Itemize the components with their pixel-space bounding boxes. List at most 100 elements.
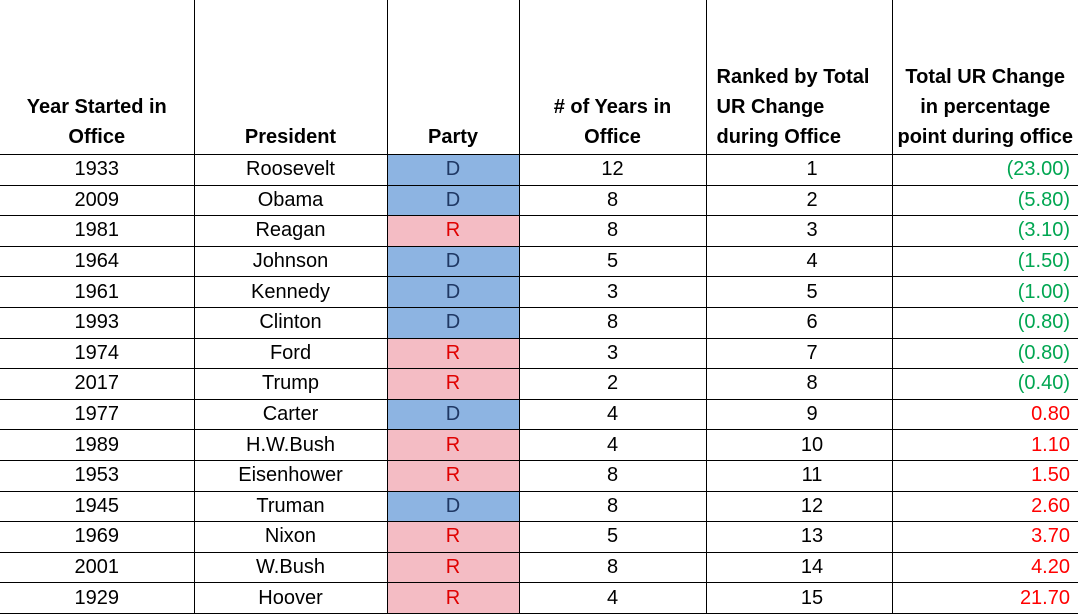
cell-rank: 7: [705, 337, 893, 370]
cell-president: Obama: [193, 184, 388, 217]
cell-years: 8: [518, 459, 707, 492]
cell-rank: 1: [705, 154, 893, 186]
cell-year: 1964: [0, 245, 195, 278]
header-party: Party: [386, 0, 520, 155]
cell-years: 8: [518, 215, 707, 247]
cell-years: 3: [518, 276, 707, 308]
cell-rank: 5: [705, 276, 893, 308]
cell-rank: 4: [705, 245, 893, 278]
cell-ur-change: (0.80): [891, 306, 1078, 339]
cell-year: 1989: [0, 429, 195, 461]
cell-president: Reagan: [193, 215, 388, 247]
cell-ur-change: (3.10): [891, 215, 1078, 247]
cell-president: Nixon: [193, 521, 388, 553]
cell-president: Clinton: [193, 306, 388, 339]
cell-rank: 9: [705, 398, 893, 431]
cell-ur-change: 1.10: [891, 429, 1078, 461]
table-row: 2001 W.Bush R 8 14 4.20: [0, 551, 1078, 584]
table-row: 1933 Roosevelt D 12 1 (23.00): [0, 154, 1078, 186]
cell-rank: 13: [705, 521, 893, 553]
cell-party: D: [386, 306, 520, 339]
cell-years: 3: [518, 337, 707, 370]
cell-rank: 6: [705, 306, 893, 339]
cell-year: 1977: [0, 398, 195, 431]
header-year: Year Started in Office: [0, 0, 195, 155]
cell-years: 12: [518, 154, 707, 186]
table-row: 1929 Hoover R 4 15 21.70: [0, 582, 1078, 614]
cell-years: 4: [518, 398, 707, 431]
cell-party: D: [386, 398, 520, 431]
cell-party: D: [386, 184, 520, 217]
cell-years: 4: [518, 429, 707, 461]
table-row: 1974 Ford R 3 7 (0.80): [0, 337, 1078, 370]
header-years: # of Years in Office: [518, 0, 707, 155]
cell-ur-change: 4.20: [891, 551, 1078, 584]
table-row: 1945 Truman D 8 12 2.60: [0, 490, 1078, 523]
cell-party: R: [386, 429, 520, 461]
cell-president: Ford: [193, 337, 388, 370]
table-body: 1933 Roosevelt D 12 1 (23.00) 2009 Obama D 8 2 (5.8…: [0, 154, 1078, 614]
cell-rank: 12: [705, 490, 893, 523]
cell-year: 2017: [0, 368, 195, 400]
cell-years: 8: [518, 306, 707, 339]
cell-party: R: [386, 215, 520, 247]
cell-year: 1969: [0, 521, 195, 553]
cell-ur-change: (0.40): [891, 368, 1078, 400]
cell-years: 5: [518, 521, 707, 553]
cell-party: R: [386, 551, 520, 584]
cell-party: R: [386, 521, 520, 553]
cell-party: D: [386, 276, 520, 308]
cell-rank: 11: [705, 459, 893, 492]
cell-year: 1933: [0, 154, 195, 186]
cell-president: Kennedy: [193, 276, 388, 308]
cell-years: 4: [518, 582, 707, 614]
cell-year: 2001: [0, 551, 195, 584]
cell-years: 8: [518, 490, 707, 523]
cell-president: Hoover: [193, 582, 388, 614]
cell-rank: 15: [705, 582, 893, 614]
table-row: 1961 Kennedy D 3 5 (1.00): [0, 276, 1078, 308]
cell-party: R: [386, 582, 520, 614]
cell-ur-change: (1.50): [891, 245, 1078, 278]
table-row: 1964 Johnson D 5 4 (1.50): [0, 245, 1078, 278]
cell-years: 8: [518, 551, 707, 584]
cell-president: Roosevelt: [193, 154, 388, 186]
cell-party: R: [386, 337, 520, 370]
cell-years: 2: [518, 368, 707, 400]
cell-party: R: [386, 459, 520, 492]
cell-rank: 14: [705, 551, 893, 584]
cell-year: 1974: [0, 337, 195, 370]
cell-ur-change: 2.60: [891, 490, 1078, 523]
cell-ur-change: (0.80): [891, 337, 1078, 370]
cell-ur-change: (5.80): [891, 184, 1078, 217]
cell-party: D: [386, 154, 520, 186]
cell-year: 1993: [0, 306, 195, 339]
cell-ur-change: 0.80: [891, 398, 1078, 431]
cell-party: R: [386, 368, 520, 400]
cell-ur-change: (1.00): [891, 276, 1078, 308]
table-row: 1989 H.W.Bush R 4 10 1.10: [0, 429, 1078, 461]
header-row: Year Started in Office President Party #…: [0, 0, 1078, 155]
cell-president: Johnson: [193, 245, 388, 278]
cell-president: Carter: [193, 398, 388, 431]
cell-ur-change: (23.00): [891, 154, 1078, 186]
table-row: 1981 Reagan R 8 3 (3.10): [0, 215, 1078, 247]
table-row: 1993 Clinton D 8 6 (0.80): [0, 306, 1078, 339]
table-row: 2009 Obama D 8 2 (5.80): [0, 184, 1078, 217]
table-row: 1977 Carter D 4 9 0.80: [0, 398, 1078, 431]
cell-ur-change: 1.50: [891, 459, 1078, 492]
table-row: 1953 Eisenhower R 8 11 1.50: [0, 459, 1078, 492]
cell-party: D: [386, 490, 520, 523]
header-president: President: [193, 0, 388, 155]
cell-year: 1981: [0, 215, 195, 247]
cell-rank: 8: [705, 368, 893, 400]
cell-party: D: [386, 245, 520, 278]
cell-president: Trump: [193, 368, 388, 400]
table-row: 2017 Trump R 2 8 (0.40): [0, 368, 1078, 400]
cell-rank: 2: [705, 184, 893, 217]
cell-year: 1961: [0, 276, 195, 308]
cell-rank: 10: [705, 429, 893, 461]
cell-rank: 3: [705, 215, 893, 247]
header-change: Total UR Change in percentage point duri…: [891, 0, 1078, 155]
